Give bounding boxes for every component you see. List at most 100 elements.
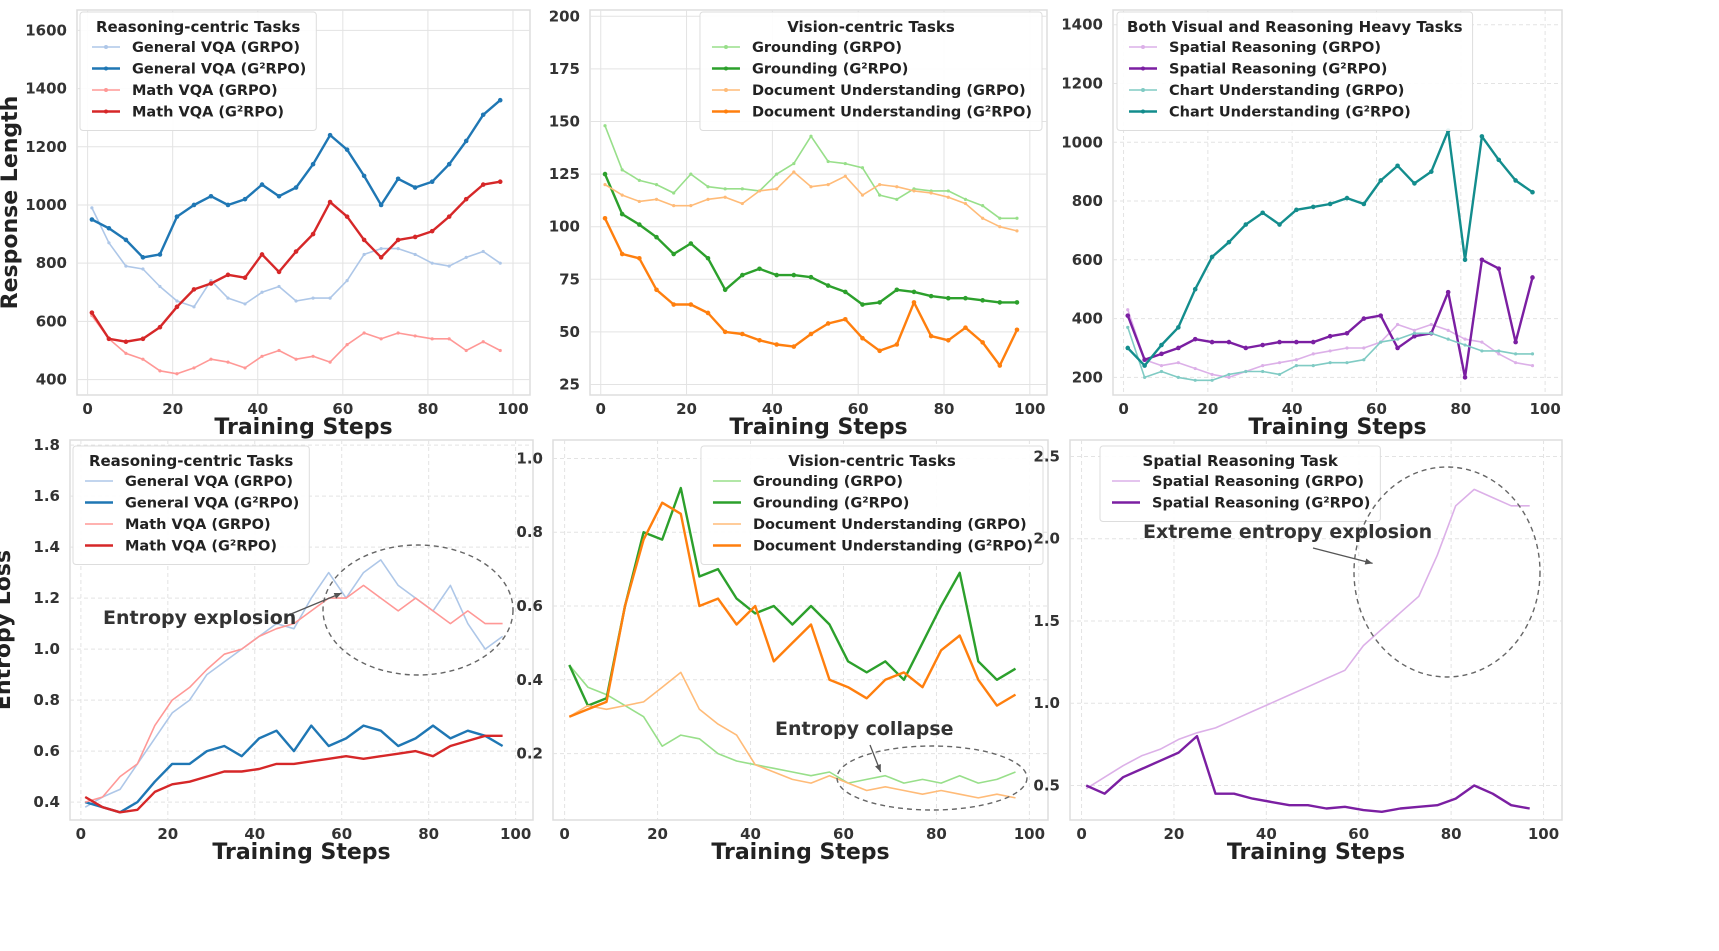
data-point <box>809 134 813 138</box>
y-tick-label: 1200 <box>25 138 67 156</box>
data-point <box>1479 257 1485 263</box>
x-tick-label: 0 <box>1076 825 1086 843</box>
series-line-2 <box>84 724 504 814</box>
legend: Reasoning-centric Tasks General VQA (GRPO… <box>72 445 310 565</box>
data-point <box>654 183 659 187</box>
legend-box <box>699 11 1043 131</box>
data-point <box>464 348 468 353</box>
data-point <box>963 201 968 206</box>
legend-box <box>700 445 1044 565</box>
data-point <box>158 369 162 373</box>
data-point <box>396 247 400 251</box>
data-point <box>276 193 282 199</box>
data-point <box>1227 372 1231 377</box>
data-point <box>1429 322 1433 327</box>
data-point <box>378 202 384 208</box>
y-tick-label: 1.0 <box>516 449 543 467</box>
data-point <box>860 335 865 341</box>
data-point <box>895 197 899 201</box>
annotation: Entropy explosion <box>103 544 514 676</box>
data-point <box>106 225 112 231</box>
data-point <box>123 339 129 345</box>
data-point <box>293 185 299 190</box>
data-point <box>963 325 968 330</box>
legend-item: Grounding (GRPO) <box>753 474 903 490</box>
data-point <box>603 183 607 187</box>
highlight-ellipse <box>1353 466 1541 678</box>
data-point <box>1496 157 1502 163</box>
data-point <box>963 197 968 201</box>
data-point <box>226 360 230 364</box>
y-tick-label: 1600 <box>25 21 67 39</box>
data-point <box>1192 336 1198 342</box>
data-point <box>1311 364 1315 368</box>
y-tick-label: 600 <box>36 312 67 330</box>
series-line-1 <box>568 664 1016 784</box>
data-point <box>1362 346 1366 350</box>
data-point <box>208 281 214 286</box>
data-point <box>310 161 316 167</box>
data-point <box>723 195 727 199</box>
data-point <box>1260 342 1265 348</box>
data-point <box>619 251 625 257</box>
x-tick-label: 60 <box>332 400 353 418</box>
data-point <box>294 299 298 303</box>
data-point <box>107 241 111 245</box>
data-point <box>1412 328 1417 332</box>
data-point <box>1243 345 1249 351</box>
data-point <box>946 295 951 301</box>
legend-marker <box>1141 66 1145 71</box>
data-point <box>1327 333 1333 339</box>
x-tick-label: 100 <box>1529 400 1560 418</box>
highlight-ellipse <box>836 745 1028 811</box>
data-point <box>378 255 384 260</box>
data-point <box>1412 333 1417 339</box>
data-point <box>412 234 418 240</box>
data-point <box>344 214 350 219</box>
y-tick-label: 800 <box>36 254 67 272</box>
data-point <box>980 298 985 303</box>
x-tick-label: 40 <box>1256 825 1277 843</box>
data-point <box>1513 178 1518 183</box>
y-tick-label: 400 <box>36 371 67 389</box>
data-point <box>463 138 469 144</box>
annotation-text: Extreme entropy explosion <box>1143 521 1432 543</box>
data-point <box>277 348 281 353</box>
data-point <box>911 289 917 295</box>
data-point <box>620 193 624 197</box>
data-point <box>1159 369 1164 374</box>
data-point <box>637 222 642 227</box>
data-point <box>1126 325 1130 330</box>
data-point <box>1446 328 1450 332</box>
data-point <box>1125 345 1131 351</box>
x-axis-label: Training Steps <box>711 840 889 865</box>
data-point <box>446 161 452 167</box>
data-point <box>843 316 848 322</box>
data-point <box>860 193 865 197</box>
data-point <box>894 342 900 347</box>
data-point <box>688 302 694 307</box>
legend-item: Document Understanding (G²RPO) <box>753 539 1033 555</box>
x-tick-label: 80 <box>1450 400 1471 418</box>
data-point <box>792 161 796 166</box>
data-point <box>1260 210 1265 216</box>
legend-item: Document Understanding (GRPO) <box>753 517 1027 533</box>
data-point <box>481 340 485 344</box>
data-point <box>225 202 231 208</box>
data-point <box>705 310 711 316</box>
data-point <box>1159 342 1164 348</box>
data-point <box>722 287 728 293</box>
x-tick-label: 20 <box>676 400 697 418</box>
x-tick-label: 100 <box>1014 400 1045 418</box>
data-point <box>1362 358 1366 362</box>
legend-item: General VQA (G²RPO) <box>125 496 299 512</box>
data-point <box>740 187 744 191</box>
x-tick-label: 60 <box>1366 400 1387 418</box>
x-tick-label: 20 <box>647 825 668 843</box>
data-point <box>429 179 435 184</box>
data-point <box>497 179 503 184</box>
y-tick-label: 1.2 <box>33 589 60 607</box>
y-axis-label: Entropy Loss <box>0 550 16 710</box>
data-point <box>106 336 112 342</box>
data-point <box>1277 339 1282 345</box>
